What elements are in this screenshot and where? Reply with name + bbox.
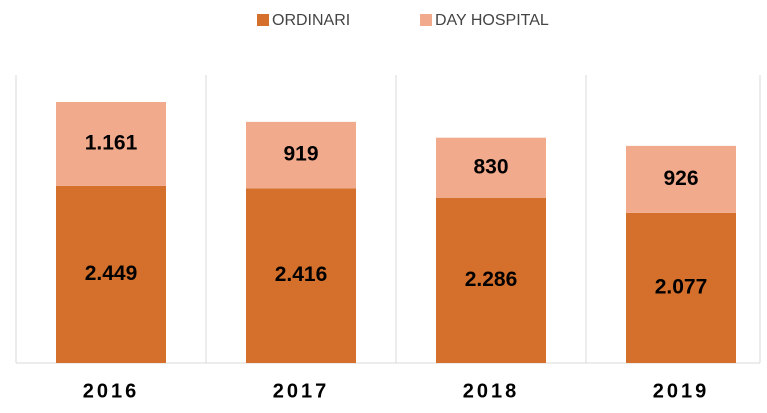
data-label: 2.286 — [465, 268, 518, 291]
data-label: 2.077 — [655, 275, 708, 298]
bar-segment — [56, 101, 166, 186]
data-label: 1.161 — [85, 132, 138, 155]
x-tick-label: 2019 — [653, 380, 710, 402]
bar-segment — [246, 188, 356, 363]
bar-segment — [436, 197, 546, 363]
x-tick-label: 2016 — [83, 380, 140, 402]
data-label: 919 — [283, 143, 318, 166]
bar-segment — [56, 185, 166, 363]
bar-segment — [626, 145, 736, 213]
legend-label: ORDINARI — [272, 12, 350, 29]
data-label: 926 — [663, 167, 698, 190]
data-label: 2.449 — [85, 262, 138, 285]
bar-segment — [436, 137, 546, 198]
legend-swatch — [420, 14, 432, 26]
legend-swatch — [257, 14, 269, 26]
bar-segment — [246, 121, 356, 189]
legend-label: DAY HOSPITAL — [435, 12, 549, 29]
x-tick-label: 2018 — [463, 380, 520, 402]
bar-segment — [626, 212, 736, 363]
data-label: 2.416 — [275, 263, 328, 286]
x-tick-label: 2017 — [273, 380, 330, 402]
data-label: 830 — [473, 155, 508, 178]
